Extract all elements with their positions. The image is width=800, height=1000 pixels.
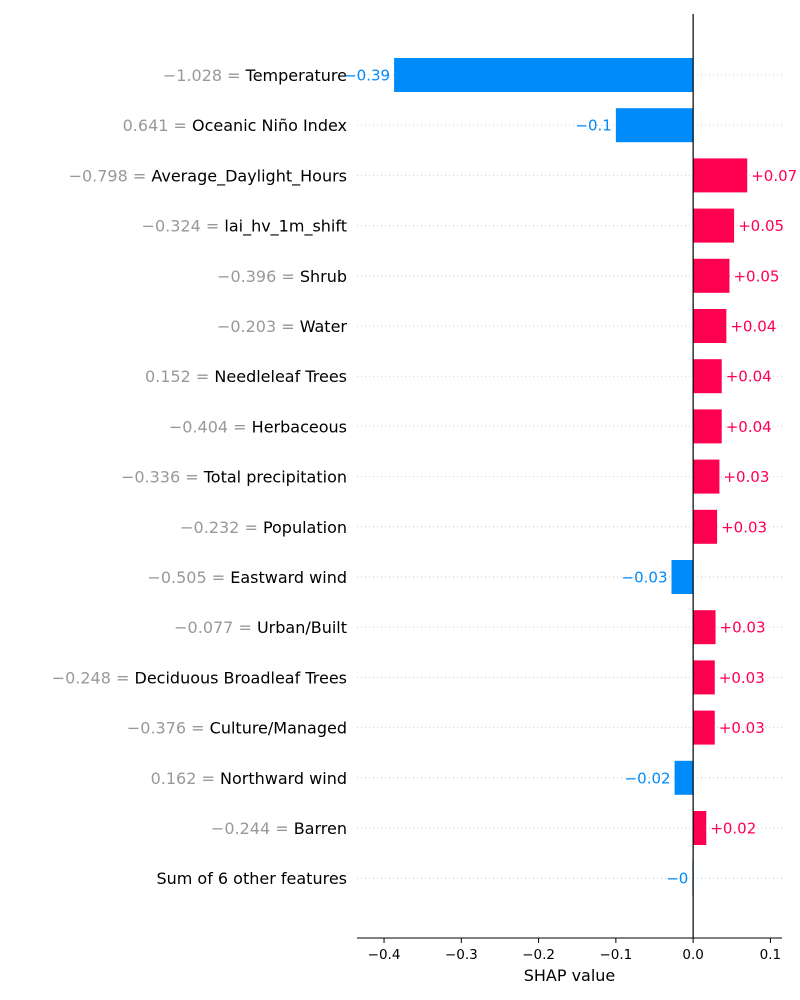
x-tick-label: −0.2 <box>522 947 555 963</box>
data-label: +0.04 <box>730 318 776 336</box>
feature-name: Northward wind <box>220 769 347 788</box>
feature-labels: −1.028 = Temperature 0.641 = Oceanic Niño… <box>52 66 348 888</box>
feature-name: Shrub <box>300 267 347 286</box>
feature-value: −1.028 = <box>163 66 246 85</box>
feature-value: −0.505 = <box>147 568 230 587</box>
feature-name: lai_hv_1m_shift <box>224 217 347 237</box>
bar-11 <box>693 610 716 645</box>
feature-value: −0.396 = <box>217 267 300 286</box>
x-axis-label: SHAP value <box>524 966 616 985</box>
data-label: −0.1 <box>575 117 611 135</box>
feature-label: Sum of 6 other features <box>156 869 347 888</box>
feature-label: −0.077 = Urban/Built <box>174 618 347 637</box>
bar-6 <box>693 359 722 394</box>
feature-label: 0.641 = Oceanic Niño Index <box>123 116 347 135</box>
data-labels: −0.39 −0.1 +0.07 +0.05 +0.05 +0.04 +0.04 +0.04 +… <box>344 67 797 888</box>
feature-value: −0.077 = <box>174 618 257 637</box>
feature-name: Total precipitation <box>203 468 347 487</box>
data-label: +0.03 <box>719 719 765 737</box>
feature-label: −0.248 = Deciduous Broadleaf Trees <box>52 668 347 687</box>
bar-3 <box>693 208 735 243</box>
data-label: +0.03 <box>721 518 767 536</box>
data-label: +0.03 <box>723 468 769 486</box>
bar-0 <box>394 58 694 92</box>
bar-12 <box>693 660 715 695</box>
bar-2 <box>693 158 748 193</box>
feature-name: Population <box>263 518 347 537</box>
data-label: +0.03 <box>720 619 766 637</box>
feature-name: Needleleaf Trees <box>214 367 347 386</box>
feature-name: Barren <box>294 819 347 838</box>
feature-label: −0.396 = Shrub <box>217 267 347 286</box>
feature-value: −0.248 = <box>52 668 135 687</box>
feature-name: Water <box>300 317 348 336</box>
feature-label: −0.376 = Culture/Managed <box>127 719 347 738</box>
data-label: −0.39 <box>344 67 390 85</box>
data-label: −0.02 <box>625 769 671 787</box>
feature-value: 0.162 = <box>151 769 220 788</box>
feature-label: −0.336 = Total precipitation <box>121 468 347 487</box>
feature-label: −0.203 = Water <box>217 317 348 336</box>
feature-label: −0.244 = Barren <box>211 819 347 838</box>
bar-8 <box>693 459 720 494</box>
data-label: +0.03 <box>719 669 765 687</box>
feature-name: Oceanic Niño Index <box>192 116 347 135</box>
bar-7 <box>693 409 722 444</box>
data-label: +0.02 <box>710 820 756 838</box>
feature-name: Temperature <box>245 66 347 85</box>
row-gridlines <box>357 74 782 879</box>
feature-value: −0.232 = <box>180 518 263 537</box>
bar-14 <box>674 760 694 795</box>
feature-value: −0.324 = <box>142 217 225 236</box>
bar-9 <box>693 509 718 544</box>
feature-value: −0.244 = <box>211 819 294 838</box>
feature-value: 0.152 = <box>145 367 214 386</box>
feature-label: −0.798 = Average_Daylight_Hours <box>69 166 347 186</box>
bar-10 <box>671 560 694 594</box>
feature-name: Herbaceous <box>252 417 347 436</box>
feature-label: −0.324 = lai_hv_1m_shift <box>142 217 347 237</box>
data-label: +0.04 <box>726 368 772 386</box>
data-label: −0 <box>666 870 688 888</box>
bar-15 <box>693 811 707 845</box>
bar-4 <box>693 258 730 293</box>
bar-13 <box>693 710 715 745</box>
feature-label: −0.505 = Eastward wind <box>147 568 347 587</box>
bar-5 <box>693 309 727 343</box>
feature-label: 0.152 = Needleleaf Trees <box>145 367 347 386</box>
feature-name: Eastward wind <box>230 568 347 587</box>
feature-name: Culture/Managed <box>210 719 347 738</box>
data-label: +0.07 <box>751 167 797 185</box>
feature-name: Average_Daylight_Hours <box>151 166 347 186</box>
feature-value: −0.798 = <box>69 166 152 185</box>
data-label: +0.05 <box>733 267 779 285</box>
feature-name: Urban/Built <box>257 618 347 637</box>
feature-label: 0.162 = Northward wind <box>151 769 347 788</box>
x-axis: −0.4 −0.3 −0.2 −0.1 0.0 0.1 <box>357 937 782 963</box>
feature-label: −0.232 = Population <box>180 518 347 537</box>
feature-value: −0.336 = <box>121 468 204 487</box>
data-label: +0.05 <box>738 217 784 235</box>
bar-1 <box>615 108 694 143</box>
data-label: +0.04 <box>726 418 772 436</box>
feature-name: Sum of 6 other features <box>156 869 347 888</box>
feature-value: −0.404 = <box>169 417 252 436</box>
feature-label: −0.404 = Herbaceous <box>169 417 347 436</box>
x-tick-label: −0.4 <box>368 947 401 963</box>
data-label: −0.03 <box>622 569 668 587</box>
x-tick-label: −0.3 <box>445 947 478 963</box>
x-tick-label: −0.1 <box>599 947 632 963</box>
x-tick-label: 0.0 <box>682 947 703 963</box>
feature-label: −1.028 = Temperature <box>163 66 347 85</box>
x-tick-label: 0.1 <box>760 947 781 963</box>
feature-name: Deciduous Broadleaf Trees <box>135 668 348 687</box>
feature-value: 0.641 = <box>123 116 192 135</box>
feature-value: −0.203 = <box>217 317 300 336</box>
bars <box>394 58 748 896</box>
feature-value: −0.376 = <box>127 719 210 738</box>
